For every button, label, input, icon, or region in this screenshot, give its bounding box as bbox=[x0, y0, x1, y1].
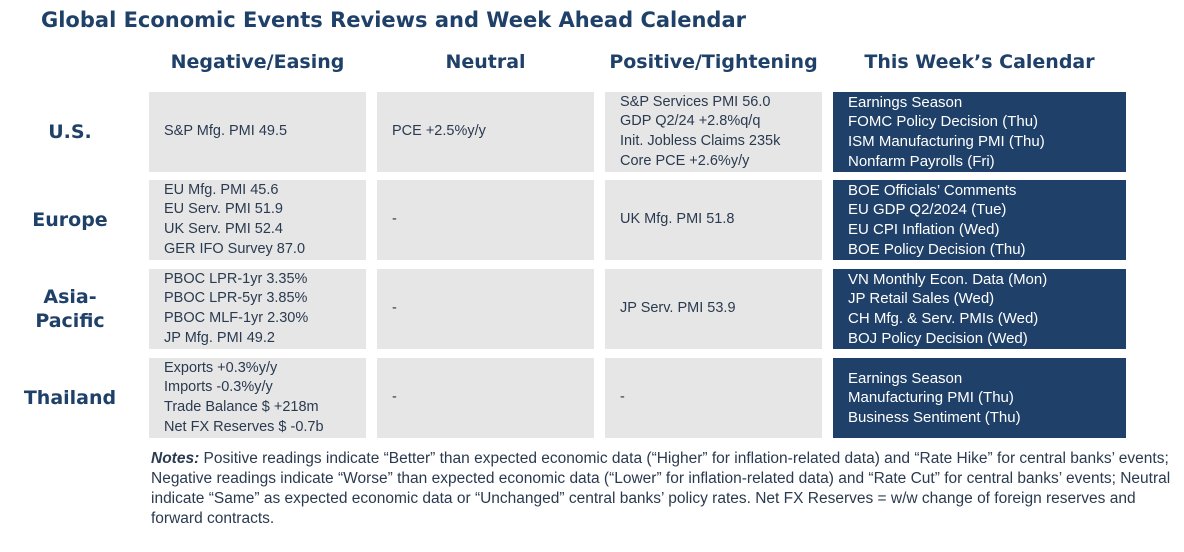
event-item: S&P Mfg. PMI 49.5 bbox=[164, 123, 288, 140]
calendar-event: EU GDP Q2/2024 (Tue) bbox=[848, 201, 1007, 219]
event-item: Init. Jobless Claims 235k bbox=[620, 133, 781, 149]
event-item: GDP Q2/24 +2.8%q/q bbox=[620, 113, 761, 130]
calendar-event: EU CPI Inflation (Wed) bbox=[848, 221, 1000, 238]
event-item: Net FX Reserves $ -0.7b bbox=[164, 418, 324, 435]
event-item: S&P Services PMI 56.0 bbox=[620, 93, 771, 110]
event-item: - bbox=[392, 300, 397, 317]
event-item: UK Mfg. PMI 51.8 bbox=[620, 211, 735, 228]
row-header-2: Asia- Pacific bbox=[20, 269, 120, 349]
calendar-event: ISM Manufacturing PMI (Thu) bbox=[848, 133, 1045, 150]
event-item: UK Serv. PMI 52.4 bbox=[164, 221, 283, 237]
event-item: - bbox=[620, 389, 625, 406]
column-header-positive: Positive/Tightening bbox=[609, 51, 818, 73]
notes-label: Notes: bbox=[151, 450, 200, 467]
calendar-event: FOMC Policy Decision (Thu) bbox=[848, 113, 1039, 131]
cell-calendar: BOE Officials’ Comments EU GDP Q2/2024 (T… bbox=[833, 180, 1126, 260]
row-header-label: Europe bbox=[32, 209, 108, 231]
row-header-0: U.S. bbox=[20, 92, 120, 172]
event-item: PCE +2.5%y/y bbox=[392, 123, 486, 140]
cell-neutral: - bbox=[377, 180, 594, 260]
row-header-label: U.S. bbox=[48, 121, 92, 143]
notes: Notes: Positive readings indicate “Bette… bbox=[151, 449, 1181, 529]
event-item: - bbox=[392, 389, 397, 406]
cell-negative: EU Mfg. PMI 45.6 EU Serv. PMI 51.9 UK Serv… bbox=[149, 180, 366, 260]
cell-calendar: Earnings Season Manufacturing PMI (Thu) Bu… bbox=[833, 358, 1126, 438]
cell-neutral: - bbox=[377, 358, 594, 438]
event-item: JP Serv. PMI 53.9 bbox=[620, 300, 736, 317]
event-item: Exports +0.3%y/y bbox=[164, 359, 278, 376]
column-header-negative: Negative/Easing bbox=[170, 51, 345, 73]
row-header-line: Pacific bbox=[35, 310, 105, 332]
column-header-neutral: Neutral bbox=[445, 51, 526, 73]
calendar-event: BOJ Policy Decision (Wed) bbox=[848, 329, 1028, 347]
event-item: - bbox=[392, 211, 397, 228]
event-item: Core PCE +2.6%y/y bbox=[620, 152, 750, 169]
cell-calendar: VN Monthly Econ. Data (Mon) JP Retail Sal… bbox=[833, 269, 1126, 349]
row-header-1: Europe bbox=[20, 180, 120, 260]
event-item: GER IFO Survey 87.0 bbox=[164, 240, 306, 257]
event-item: PBOC LPR-5yr 3.85% bbox=[164, 290, 308, 307]
row-header-label: Thailand bbox=[23, 387, 117, 409]
cell-negative: PBOC LPR-1yr 3.35% PBOC LPR-5yr 3.85% PBOC… bbox=[149, 269, 366, 349]
cell-positive: UK Mfg. PMI 51.8 bbox=[605, 180, 822, 260]
event-item: EU Mfg. PMI 45.6 bbox=[164, 181, 279, 198]
cell-neutral: PCE +2.5%y/y bbox=[377, 92, 594, 172]
cell-negative: Exports +0.3%y/y Imports -0.3%y/y Trade Ba… bbox=[149, 358, 366, 438]
calendar-event: BOE Officials’ Comments bbox=[848, 181, 1017, 199]
calendar-event: BOE Policy Decision (Thu) bbox=[848, 240, 1026, 258]
event-item: EU Serv. PMI 51.9 bbox=[164, 201, 283, 218]
notes-text: Positive readings indicate “Better” than… bbox=[151, 450, 1171, 527]
cell-positive: - bbox=[605, 358, 822, 438]
cell-positive: S&P Services PMI 56.0 GDP Q2/24 +2.8%q/q I… bbox=[605, 92, 822, 172]
row-header-3: Thailand bbox=[20, 358, 120, 438]
calendar-event: CH Mfg. & Serv. PMIs (Wed) bbox=[848, 310, 1039, 327]
event-item: PBOC LPR-1yr 3.35% bbox=[164, 270, 308, 287]
calendar-event: Business Sentiment (Thu) bbox=[848, 408, 1021, 426]
calendar-event: VN Monthly Econ. Data (Mon) bbox=[848, 270, 1048, 288]
cell-calendar: Earnings Season FOMC Policy Decision (Thu… bbox=[833, 92, 1126, 172]
calendar-event: Earnings Season bbox=[848, 369, 963, 387]
page-title: Global Economic Events Reviews and Week … bbox=[41, 8, 746, 32]
calendar-event: Earnings Season bbox=[848, 93, 963, 111]
calendar-event: Manufacturing PMI (Thu) bbox=[848, 389, 1014, 407]
event-item: Trade Balance $ +218m bbox=[164, 399, 319, 415]
cell-positive: JP Serv. PMI 53.9 bbox=[605, 269, 822, 349]
calendar-event: Nonfarm Payrolls (Fri) bbox=[848, 152, 995, 170]
cell-neutral: - bbox=[377, 269, 594, 349]
column-header-calendar: This Week’s Calendar bbox=[864, 51, 1095, 73]
event-item: PBOC MLF-1yr 2.30% bbox=[164, 310, 309, 326]
cell-negative: S&P Mfg. PMI 49.5 bbox=[149, 92, 366, 172]
calendar-event: JP Retail Sales (Wed) bbox=[848, 290, 995, 308]
event-item: Imports -0.3%y/y bbox=[164, 379, 273, 396]
event-item: JP Mfg. PMI 49.2 bbox=[164, 329, 275, 346]
row-header-line: Asia- bbox=[43, 286, 97, 308]
